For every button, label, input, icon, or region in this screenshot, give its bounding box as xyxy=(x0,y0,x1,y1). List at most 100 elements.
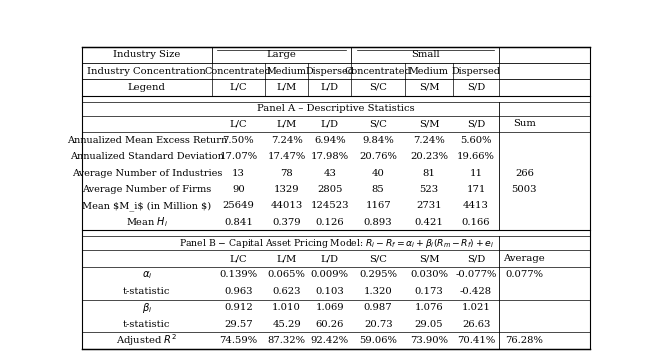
Text: L/M: L/M xyxy=(277,254,297,263)
Text: L/C: L/C xyxy=(230,120,247,129)
Text: 0.030%: 0.030% xyxy=(410,270,448,280)
Text: 124523: 124523 xyxy=(310,201,349,210)
Text: 1.021: 1.021 xyxy=(462,303,491,312)
Text: 13: 13 xyxy=(232,169,245,178)
Text: 0.987: 0.987 xyxy=(364,303,392,312)
Text: 70.41%: 70.41% xyxy=(457,336,495,345)
Text: Large: Large xyxy=(266,50,297,59)
Text: 29.05: 29.05 xyxy=(415,320,443,329)
Text: 0.077%: 0.077% xyxy=(505,270,543,280)
Text: Average Number of Industries: Average Number of Industries xyxy=(72,169,222,178)
Text: 0.103: 0.103 xyxy=(316,287,344,296)
Text: S/M: S/M xyxy=(419,254,440,263)
Text: L/C: L/C xyxy=(230,254,247,263)
Text: 0.379: 0.379 xyxy=(272,218,301,227)
Text: -0.077%: -0.077% xyxy=(455,270,497,280)
Text: 1.076: 1.076 xyxy=(415,303,443,312)
Text: Mean $M_i$ (in Million $): Mean $M_i$ (in Million $) xyxy=(82,201,211,211)
Text: $\alpha_i$: $\alpha_i$ xyxy=(142,269,152,281)
Text: 78: 78 xyxy=(280,169,293,178)
Text: 17.98%: 17.98% xyxy=(311,152,349,161)
Text: Annualized Mean Excess Return: Annualized Mean Excess Return xyxy=(67,136,227,145)
Text: 266: 266 xyxy=(515,169,534,178)
Text: Dispersed: Dispersed xyxy=(305,67,354,76)
Text: 7.50%: 7.50% xyxy=(222,136,254,145)
Text: Concentrated: Concentrated xyxy=(345,67,411,76)
Text: Industry Concentration: Industry Concentration xyxy=(87,67,206,76)
Text: 20.73: 20.73 xyxy=(364,320,392,329)
Text: 6.94%: 6.94% xyxy=(314,136,346,145)
Text: 1.320: 1.320 xyxy=(364,287,392,296)
Text: 26.63: 26.63 xyxy=(462,320,490,329)
Text: $\beta_i$: $\beta_i$ xyxy=(142,301,152,315)
Text: 1.010: 1.010 xyxy=(272,303,301,312)
Text: 7.24%: 7.24% xyxy=(413,136,445,145)
Text: 0.963: 0.963 xyxy=(224,287,253,296)
Text: 171: 171 xyxy=(466,185,485,194)
Text: 81: 81 xyxy=(422,169,436,178)
Text: -0.428: -0.428 xyxy=(460,287,492,296)
Text: Panel A – Descriptive Statistics: Panel A – Descriptive Statistics xyxy=(257,104,415,113)
Text: 5.60%: 5.60% xyxy=(461,136,492,145)
Text: 1167: 1167 xyxy=(365,201,391,210)
Text: 0.295%: 0.295% xyxy=(359,270,397,280)
Text: 523: 523 xyxy=(419,185,439,194)
Text: 9.84%: 9.84% xyxy=(362,136,394,145)
Text: 40: 40 xyxy=(372,169,384,178)
Text: 0.623: 0.623 xyxy=(272,287,301,296)
Text: 43: 43 xyxy=(323,169,337,178)
Text: 44013: 44013 xyxy=(270,201,303,210)
Text: 11: 11 xyxy=(470,169,483,178)
Text: 1329: 1329 xyxy=(274,185,299,194)
Text: 0.065%: 0.065% xyxy=(268,270,306,280)
Text: 85: 85 xyxy=(372,185,384,194)
Text: Annualized Standard Deviation: Annualized Standard Deviation xyxy=(70,152,224,161)
Text: S/D: S/D xyxy=(467,83,485,92)
Text: 60.26: 60.26 xyxy=(316,320,344,329)
Text: Sum: Sum xyxy=(513,120,536,129)
Text: Average: Average xyxy=(503,254,545,263)
Text: 74.59%: 74.59% xyxy=(219,336,257,345)
Text: L/D: L/D xyxy=(321,83,339,92)
Text: 59.06%: 59.06% xyxy=(359,336,397,345)
Text: 2805: 2805 xyxy=(317,185,342,194)
Text: 0.912: 0.912 xyxy=(224,303,253,312)
Text: 29.57: 29.57 xyxy=(224,320,253,329)
Text: Medium: Medium xyxy=(267,67,306,76)
Text: S/C: S/C xyxy=(369,120,387,129)
Text: S/M: S/M xyxy=(419,83,440,92)
Text: 0.009%: 0.009% xyxy=(311,270,349,280)
Text: S/D: S/D xyxy=(467,120,485,129)
Text: 2731: 2731 xyxy=(416,201,441,210)
Text: 92.42%: 92.42% xyxy=(311,336,349,345)
Text: Industry Size: Industry Size xyxy=(113,50,180,59)
Text: 1.069: 1.069 xyxy=(316,303,344,312)
Text: Average Number of Firms: Average Number of Firms xyxy=(82,185,211,194)
Text: Concentrated: Concentrated xyxy=(205,67,272,76)
Text: t-statistic: t-statistic xyxy=(123,320,171,329)
Text: S/C: S/C xyxy=(369,83,387,92)
Text: 17.47%: 17.47% xyxy=(268,152,306,161)
Text: S/D: S/D xyxy=(467,254,485,263)
Text: 7.24%: 7.24% xyxy=(271,136,302,145)
Text: 0.841: 0.841 xyxy=(224,218,253,227)
Text: 73.90%: 73.90% xyxy=(410,336,448,345)
Text: 76.28%: 76.28% xyxy=(505,336,543,345)
Text: Panel B $-$ Capital Asset Pricing Model: $R_i - R_f = \alpha_i + \beta_i\left(R_: Panel B $-$ Capital Asset Pricing Model:… xyxy=(178,237,494,250)
Text: 0.173: 0.173 xyxy=(415,287,443,296)
Text: 19.66%: 19.66% xyxy=(457,152,495,161)
Text: L/C: L/C xyxy=(230,83,247,92)
Text: 25649: 25649 xyxy=(222,201,255,210)
Text: 5003: 5003 xyxy=(512,185,537,194)
Text: Dispersed: Dispersed xyxy=(451,67,501,76)
Text: t-statistic: t-statistic xyxy=(123,287,171,296)
Text: 20.23%: 20.23% xyxy=(410,152,448,161)
Text: S/M: S/M xyxy=(419,120,440,129)
Text: S/C: S/C xyxy=(369,254,387,263)
Text: Legend: Legend xyxy=(128,83,166,92)
Text: 87.32%: 87.32% xyxy=(268,336,306,345)
Text: 90: 90 xyxy=(232,185,245,194)
Text: 0.421: 0.421 xyxy=(415,218,443,227)
Text: 45.29: 45.29 xyxy=(272,320,301,329)
Text: Small: Small xyxy=(411,50,440,59)
